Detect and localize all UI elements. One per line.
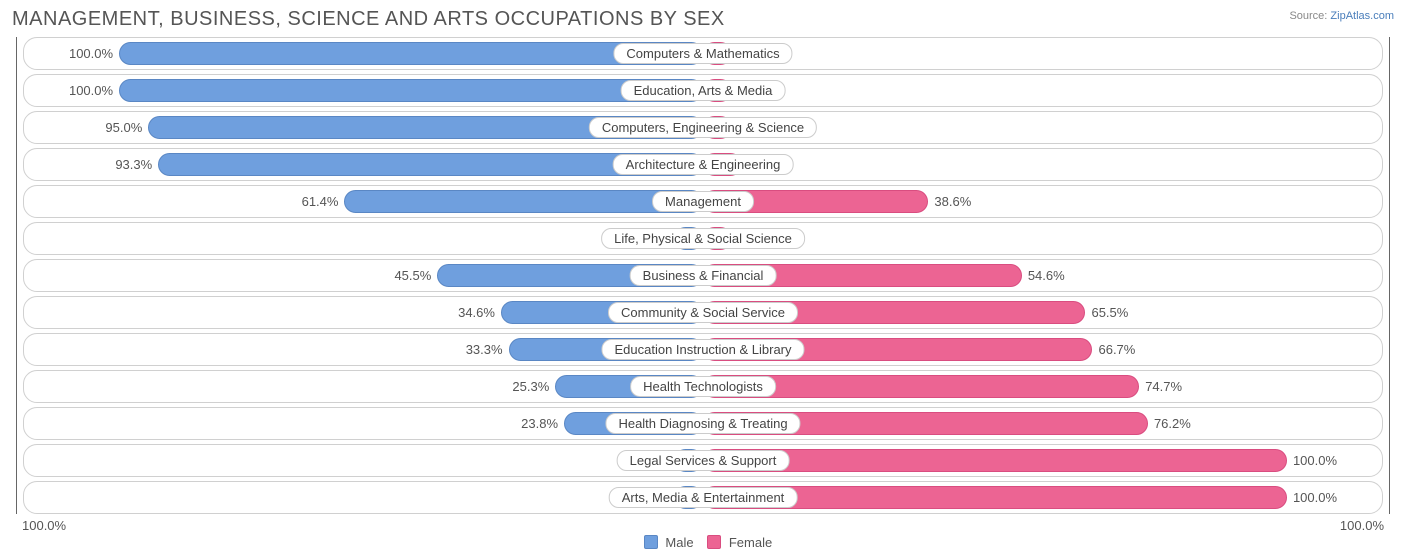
category-label: Business & Financial bbox=[630, 265, 777, 286]
chart-row: 0.0%100.0%Legal Services & Support bbox=[23, 444, 1383, 477]
female-value-label: 66.7% bbox=[1098, 342, 1135, 357]
male-value-label: 45.5% bbox=[394, 268, 431, 283]
male-value-label: 23.8% bbox=[521, 416, 558, 431]
chart-row: 0.0%0.0%Life, Physical & Social Science bbox=[23, 222, 1383, 255]
male-value-label: 93.3% bbox=[115, 157, 152, 172]
category-label: Management bbox=[652, 191, 754, 212]
legend: Male Female bbox=[12, 535, 1394, 550]
male-value-label: 100.0% bbox=[69, 46, 113, 61]
male-value-label: 61.4% bbox=[302, 194, 339, 209]
female-value-label: 74.7% bbox=[1145, 379, 1182, 394]
chart-row: 100.0%0.0%Computers & Mathematics bbox=[23, 37, 1383, 70]
female-value-label: 76.2% bbox=[1154, 416, 1191, 431]
chart-row: 100.0%0.0%Education, Arts & Media bbox=[23, 74, 1383, 107]
category-label: Legal Services & Support bbox=[617, 450, 790, 471]
male-value-label: 95.0% bbox=[105, 120, 142, 135]
chart-row: 25.3% 74.7% Health Technologists bbox=[23, 370, 1383, 403]
category-label: Health Diagnosing & Treating bbox=[605, 413, 800, 434]
chart-row: 34.6% 65.5% Community & Social Service bbox=[23, 296, 1383, 329]
source-label: Source: bbox=[1289, 10, 1327, 22]
category-label: Computers, Engineering & Science bbox=[589, 117, 817, 138]
category-label: Computers & Mathematics bbox=[613, 43, 792, 64]
male-value-label: 100.0% bbox=[69, 83, 113, 98]
chart-row: 45.5% 54.6% Business & Financial bbox=[23, 259, 1383, 292]
legend-label-male: Male bbox=[665, 535, 693, 550]
legend-swatch-male bbox=[644, 535, 658, 549]
chart-row: 23.8% 76.2% Health Diagnosing & Treating bbox=[23, 407, 1383, 440]
female-value-label: 100.0% bbox=[1293, 453, 1337, 468]
chart-title: MANAGEMENT, BUSINESS, SCIENCE AND ARTS O… bbox=[12, 8, 725, 31]
female-bar bbox=[703, 449, 1287, 472]
axis-right-label: 100.0% bbox=[1340, 518, 1384, 533]
male-bar bbox=[344, 190, 703, 213]
female-value-label: 54.6% bbox=[1028, 268, 1065, 283]
female-value-label: 100.0% bbox=[1293, 490, 1337, 505]
axis-row: 100.0% 100.0% bbox=[22, 518, 1384, 533]
source-attribution: Source: ZipAtlas.com bbox=[1289, 8, 1394, 22]
source-link[interactable]: ZipAtlas.com bbox=[1330, 10, 1394, 22]
category-label: Architecture & Engineering bbox=[613, 154, 794, 175]
legend-swatch-female bbox=[707, 535, 721, 549]
category-label: Health Technologists bbox=[630, 376, 776, 397]
category-label: Community & Social Service bbox=[608, 302, 798, 323]
chart-row: 93.3%6.7%Architecture & Engineering bbox=[23, 148, 1383, 181]
legend-label-female: Female bbox=[729, 535, 772, 550]
male-value-label: 34.6% bbox=[458, 305, 495, 320]
chart-area: 100.0%0.0%Computers & Mathematics100.0%0… bbox=[16, 37, 1390, 514]
male-bar bbox=[119, 79, 703, 102]
female-value-label: 65.5% bbox=[1091, 305, 1128, 320]
chart-row: 33.3% 66.7% Education Instruction & Librar… bbox=[23, 333, 1383, 366]
female-value-label: 38.6% bbox=[934, 194, 971, 209]
chart-row: 95.0%5.0%Computers, Engineering & Scienc… bbox=[23, 111, 1383, 144]
category-label: Life, Physical & Social Science bbox=[601, 228, 805, 249]
category-label: Education, Arts & Media bbox=[621, 80, 786, 101]
category-label: Education Instruction & Library bbox=[601, 339, 804, 360]
category-label: Arts, Media & Entertainment bbox=[609, 487, 798, 508]
male-value-label: 33.3% bbox=[466, 342, 503, 357]
chart-row: 61.4% 38.6% Management bbox=[23, 185, 1383, 218]
axis-left-label: 100.0% bbox=[22, 518, 66, 533]
male-value-label: 25.3% bbox=[512, 379, 549, 394]
chart-row: 0.0%100.0%Arts, Media & Entertainment bbox=[23, 481, 1383, 514]
